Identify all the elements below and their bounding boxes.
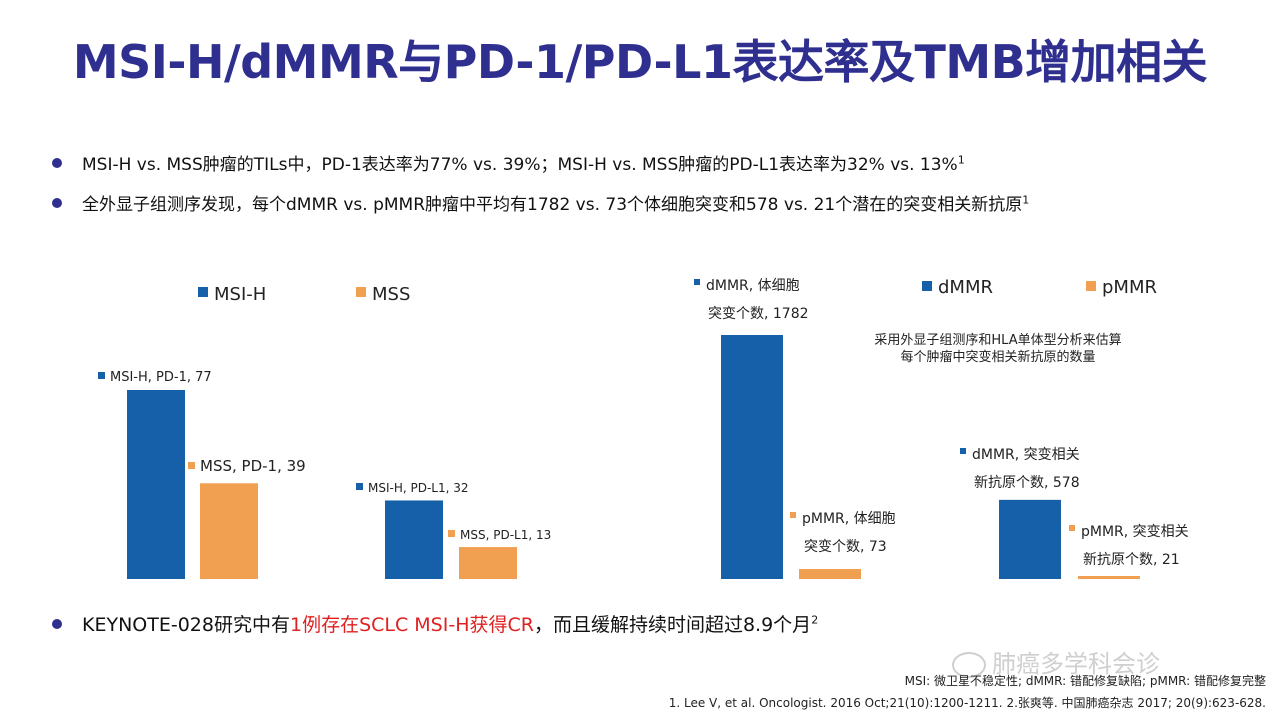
data-label: 新抗原个数, 21	[1083, 552, 1180, 568]
chart-tmb: dMMR pMMR 采用外显子组测序和HLA单体型分析来估算每个肿瘤中突变相关新抗原…	[694, 277, 1189, 579]
data-label-swatch	[1069, 525, 1075, 531]
data-label-swatch	[188, 462, 195, 469]
bullet-keynote: KEYNOTE-028研究中有1例存在SCLC MSI-H获得CR，而且缓解持续…	[52, 610, 818, 637]
legend-swatch	[198, 287, 208, 297]
legend-label: MSS	[372, 284, 410, 305]
legend-swatch	[1086, 281, 1096, 291]
data-label-swatch	[98, 372, 105, 379]
bullet-dot-icon	[52, 618, 62, 629]
footnote-references: 1. Lee V, et al. Oncologist. 2016 Oct;21…	[668, 696, 1266, 710]
data-label: 突变个数, 1782	[708, 306, 809, 322]
data-label: pMMR, 突变相关	[1081, 524, 1189, 540]
bullet-text-pre: KEYNOTE-028研究中有	[82, 614, 290, 636]
data-label-swatch	[356, 483, 363, 490]
data-label-swatch	[790, 512, 796, 518]
bullet-dot-icon	[52, 158, 62, 168]
bullet-ref: 1	[1022, 193, 1030, 207]
data-label-swatch	[448, 530, 455, 537]
watermark: 肺癌多学科会诊	[952, 644, 1160, 679]
bullet-highlight: 1例存在SCLC MSI-H获得CR	[289, 614, 534, 636]
bullet-text: MSI-H vs. MSS肿瘤的TILs中，PD-1表达率为77% vs. 39…	[82, 155, 958, 175]
data-label: MSI-H, PD-L1, 32	[368, 481, 469, 495]
bullet-ref: 1	[957, 153, 965, 167]
chart-note: 每个肿瘤中突变相关新抗原的数量	[900, 349, 1095, 365]
legend-label: MSI-H	[214, 284, 266, 305]
chart-pd1-pdl1: MSI-H MSS MSI-H, PD-1, 77 MSS, PD-1, 39 MSI-…	[98, 284, 551, 579]
bullet-text-post: ，而且缓解持续时间超过8.9个月	[533, 614, 812, 636]
wechat-icon	[952, 652, 986, 678]
chart-note: 采用外显子组测序和HLA单体型分析来估算	[874, 333, 1121, 348]
bullet-text: 全外显子组测序发现，每个dMMR vs. pMMR肿瘤中平均有1782 vs. …	[82, 195, 1023, 215]
bullet-dot-icon	[52, 198, 62, 208]
watermark-text: 肺癌多学科会诊	[992, 650, 1160, 678]
legend-label: pMMR	[1102, 277, 1157, 298]
footnote-abbreviations: MSI: 微卫星不稳定性; dMMR: 错配修复缺陷; pMMR: 错配修复完整	[904, 674, 1266, 688]
legend-swatch	[356, 287, 366, 297]
data-label: 新抗原个数, 578	[974, 475, 1080, 491]
page-title: MSI-H/dMMR与PD-1/PD-L1表达率及TMB增加相关	[72, 35, 1208, 89]
data-label-swatch	[960, 448, 966, 454]
legend-swatch	[922, 281, 932, 291]
bullet-pd1-pdl1: MSI-H vs. MSS肿瘤的TILs中，PD-1表达率为77% vs. 39…	[52, 150, 965, 175]
data-label: dMMR, 体细胞	[706, 278, 800, 294]
data-label: MSI-H, PD-1, 77	[110, 370, 212, 385]
bar	[200, 483, 258, 579]
data-label-swatch	[694, 279, 700, 285]
bar	[127, 390, 185, 579]
bar	[721, 335, 783, 579]
data-label: MSS, PD-L1, 13	[460, 528, 551, 542]
data-label: MSS, PD-1, 39	[200, 457, 306, 475]
data-label: pMMR, 体细胞	[802, 511, 896, 527]
bar	[385, 500, 443, 579]
bar	[459, 547, 517, 579]
data-label: 突变个数, 73	[804, 539, 887, 555]
bar	[999, 499, 1061, 579]
legend-label: dMMR	[938, 277, 993, 298]
data-label: dMMR, 突变相关	[972, 447, 1080, 463]
bar	[1078, 576, 1140, 579]
bullet-wes: 全外显子组测序发现，每个dMMR vs. pMMR肿瘤中平均有1782 vs. …	[52, 190, 1029, 215]
bar	[799, 569, 861, 579]
bullet-ref: 2	[811, 613, 819, 627]
